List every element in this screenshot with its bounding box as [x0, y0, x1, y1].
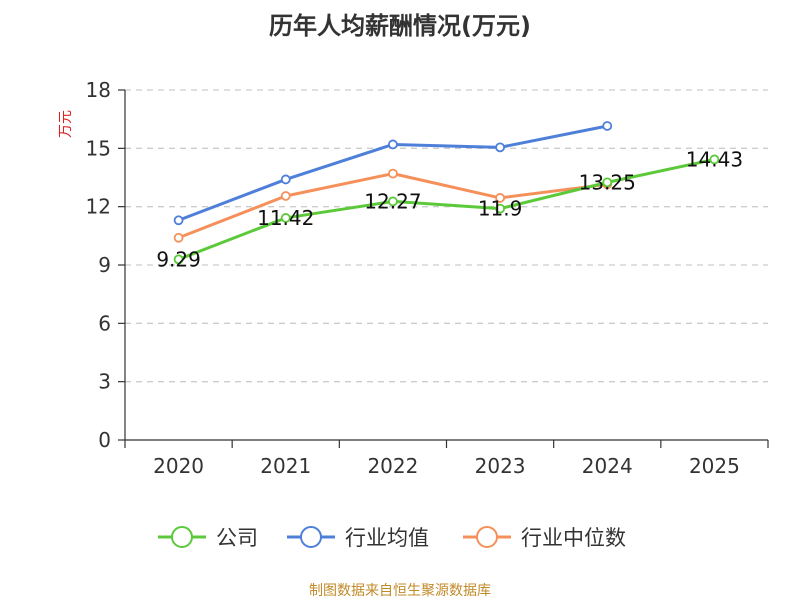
y-tick-label: 0	[98, 428, 111, 452]
legend-label: 公司	[216, 526, 258, 550]
data-point	[495, 193, 505, 203]
chart-title: 历年人均薪酬情况(万元)	[269, 12, 531, 40]
legend[interactable]: 公司 行业均值 行业中位数	[158, 526, 626, 550]
axes: 0 3 6 9 12 15 18 2020 2021 2022 2023 2024 2025	[86, 78, 769, 478]
data-point	[388, 139, 398, 150]
data-point	[602, 177, 613, 188]
y-tick-label: 15	[86, 136, 111, 160]
x-tick-label: 2020	[153, 454, 204, 478]
y-tick-label: 12	[86, 195, 111, 219]
source-note: 制图数据来自恒生聚源数据库	[309, 583, 491, 599]
data-point	[602, 121, 613, 131]
series-lines	[173, 121, 720, 265]
series-line	[178, 157, 715, 261]
data-label: 11.9	[478, 197, 523, 221]
data-label: 9.29	[156, 247, 201, 271]
data-point	[388, 168, 398, 179]
data-point	[495, 142, 505, 153]
legend-label: 行业中位数	[521, 526, 626, 550]
data-point	[388, 196, 398, 207]
y-tick-label: 9	[98, 253, 111, 277]
data-point	[173, 215, 184, 226]
legend-marker	[171, 526, 193, 548]
data-point	[709, 154, 720, 165]
legend-label: 行业均值	[345, 526, 429, 550]
data-label: 13.25	[579, 170, 636, 194]
y-tick-label: 6	[98, 311, 111, 335]
data-point	[173, 232, 184, 243]
x-tick-label: 2024	[582, 454, 633, 478]
y-axis-label: 万元	[58, 110, 74, 138]
data-labels: 9.29 11.42 12.27 11.9 13.25 14.43	[156, 147, 743, 271]
data-point	[280, 174, 291, 185]
grid-lines	[125, 89, 768, 383]
data-label: 11.42	[257, 206, 314, 230]
x-tick-label: 2021	[260, 454, 311, 478]
legend-marker	[476, 526, 498, 548]
x-tick-label: 2025	[689, 454, 740, 478]
x-tick-label: 2022	[367, 454, 418, 478]
data-point	[173, 254, 184, 265]
legend-item[interactable]: 公司	[158, 526, 258, 550]
y-tick-label: 18	[86, 78, 111, 102]
x-tick-label: 2023	[475, 454, 526, 478]
legend-marker	[300, 526, 322, 548]
data-label: 12.27	[364, 189, 421, 213]
data-point	[280, 191, 291, 201]
data-point	[280, 213, 291, 223]
y-tick-label: 3	[98, 370, 111, 394]
legend-item[interactable]: 行业均值	[287, 526, 429, 550]
legend-item[interactable]: 行业中位数	[463, 526, 626, 550]
data-label: 14.43	[686, 147, 743, 171]
data-point	[495, 203, 505, 214]
